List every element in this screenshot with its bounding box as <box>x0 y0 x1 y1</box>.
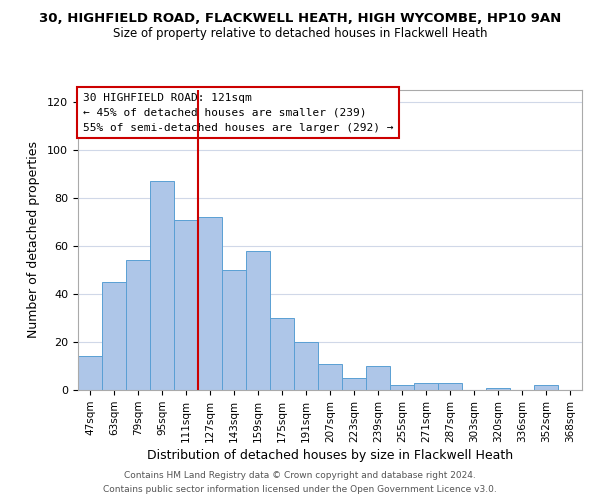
Bar <box>78 356 102 390</box>
Bar <box>366 366 390 390</box>
Text: Contains public sector information licensed under the Open Government Licence v3: Contains public sector information licen… <box>103 484 497 494</box>
Bar <box>246 251 270 390</box>
Bar <box>102 282 126 390</box>
Bar <box>126 260 150 390</box>
Bar <box>390 385 414 390</box>
Bar <box>174 220 198 390</box>
Bar <box>294 342 318 390</box>
Bar <box>198 217 222 390</box>
Bar <box>150 181 174 390</box>
Text: Size of property relative to detached houses in Flackwell Heath: Size of property relative to detached ho… <box>113 28 487 40</box>
Text: Contains HM Land Registry data © Crown copyright and database right 2024.: Contains HM Land Registry data © Crown c… <box>124 472 476 480</box>
Bar <box>414 383 438 390</box>
Bar <box>270 318 294 390</box>
Bar <box>486 388 510 390</box>
X-axis label: Distribution of detached houses by size in Flackwell Heath: Distribution of detached houses by size … <box>147 449 513 462</box>
Text: 30 HIGHFIELD ROAD: 121sqm
← 45% of detached houses are smaller (239)
55% of semi: 30 HIGHFIELD ROAD: 121sqm ← 45% of detac… <box>83 93 394 132</box>
Text: 30, HIGHFIELD ROAD, FLACKWELL HEATH, HIGH WYCOMBE, HP10 9AN: 30, HIGHFIELD ROAD, FLACKWELL HEATH, HIG… <box>39 12 561 26</box>
Bar <box>342 378 366 390</box>
Bar <box>534 385 558 390</box>
Bar <box>318 364 342 390</box>
Bar <box>438 383 462 390</box>
Bar <box>222 270 246 390</box>
Y-axis label: Number of detached properties: Number of detached properties <box>27 142 40 338</box>
